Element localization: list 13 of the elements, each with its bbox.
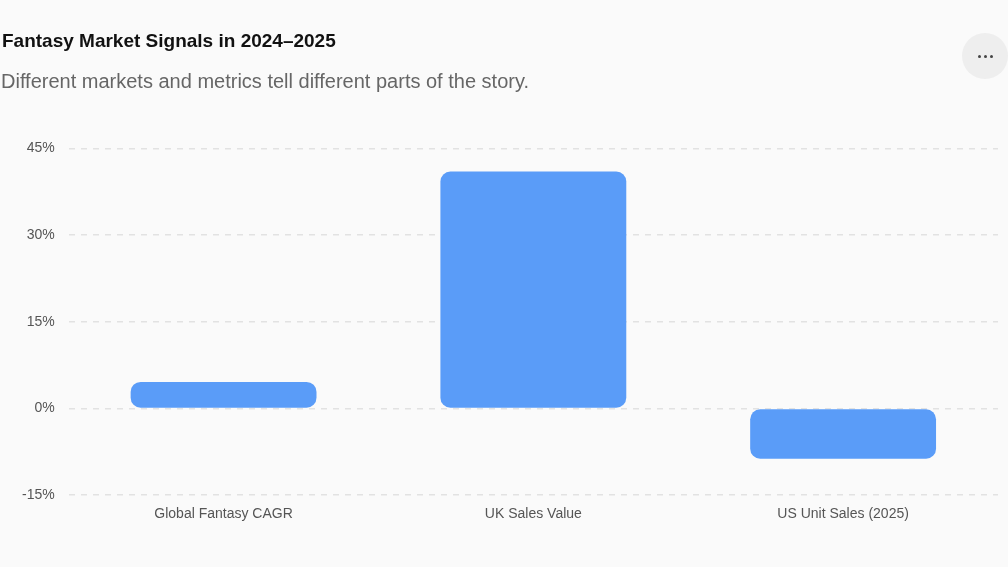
x-tick-label: UK Sales Value <box>484 505 583 522</box>
x-tick-label: US Unit Sales (2025) <box>777 505 909 522</box>
bar <box>130 381 317 408</box>
x-tick-label: Global Fantasy CAGR <box>154 505 293 522</box>
y-tick-label: 45% <box>26 139 55 156</box>
bar <box>440 171 627 408</box>
chart-subtitle: Different markets and metrics tell different parts of the story. <box>1 70 529 93</box>
y-tick-label: 15% <box>26 312 55 329</box>
chart-title: Fantasy Market Signals in 2024–2025 <box>2 30 336 52</box>
y-tick-label: 0% <box>34 399 55 416</box>
y-tick-label: -15% <box>22 486 55 503</box>
bar <box>750 409 937 459</box>
y-tick-label: 30% <box>26 225 55 242</box>
